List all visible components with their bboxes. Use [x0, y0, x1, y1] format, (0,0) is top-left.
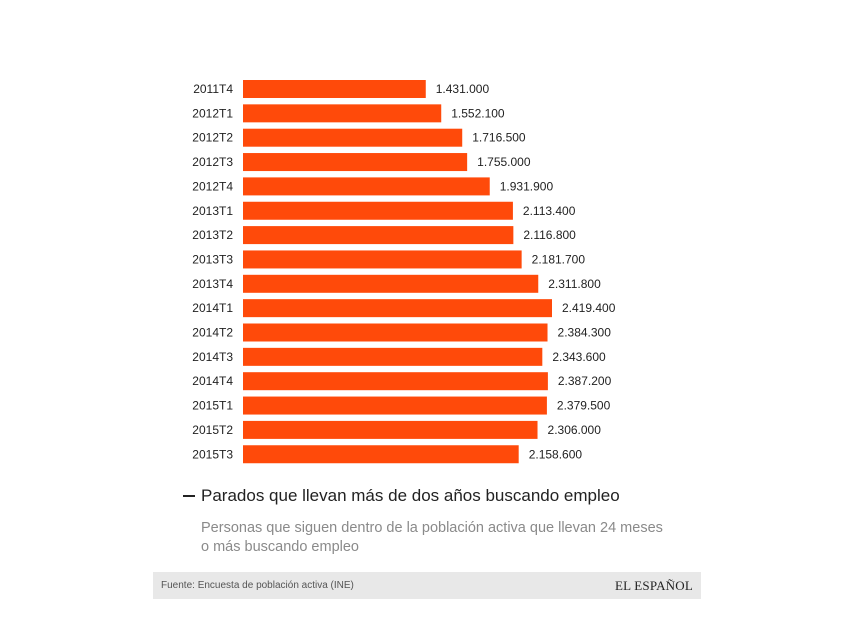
bar — [243, 274, 539, 293]
category-label: 2012T3 — [192, 155, 233, 169]
legend-label: Parados que llevan más de dos años busca… — [201, 486, 620, 505]
value-label: 2.181.700 — [532, 252, 586, 266]
bar — [243, 80, 426, 98]
bar — [243, 226, 514, 245]
bar — [243, 323, 548, 342]
legend: Parados que llevan más de dos años busca… — [183, 486, 620, 506]
category-label: 2012T2 — [192, 131, 233, 145]
value-label: 2.379.500 — [557, 399, 611, 413]
value-label: 1.755.000 — [477, 155, 531, 169]
category-label: 2012T4 — [192, 179, 233, 193]
bar — [243, 445, 519, 464]
value-label: 2.158.600 — [529, 447, 583, 461]
category-label: 2013T3 — [192, 252, 233, 266]
bar-chart: 2011T4 1.431.000 2012T1 1.552.100 2012T2 1.71… — [192, 80, 616, 464]
bar — [243, 347, 543, 366]
brand-logo: EL ESPAÑOL — [615, 577, 693, 593]
bar — [243, 420, 538, 439]
value-label: 2.311.800 — [548, 277, 601, 291]
value-label: 2.113.400 — [523, 204, 576, 218]
category-label: 2013T2 — [192, 228, 233, 242]
bar — [243, 177, 490, 196]
value-label: 2.343.600 — [552, 350, 606, 364]
bar — [243, 250, 522, 269]
bar — [243, 372, 548, 391]
footer: Fuente: Encuesta de población activa (IN… — [153, 572, 701, 599]
bar — [243, 104, 442, 123]
category-label: 2014T2 — [192, 326, 233, 340]
value-label: 2.116.800 — [523, 228, 576, 242]
category-label: 2013T4 — [192, 277, 233, 291]
source-text: Fuente: Encuesta de población activa (IN… — [161, 580, 354, 591]
value-label: 1.552.100 — [451, 106, 505, 120]
category-label: 2012T1 — [192, 106, 233, 120]
value-label: 2.384.300 — [558, 326, 612, 340]
category-label: 2011T4 — [193, 82, 233, 96]
value-label: 1.931.900 — [500, 179, 554, 193]
value-label: 2.387.200 — [558, 374, 612, 388]
category-label: 2015T1 — [192, 399, 233, 413]
value-label: 2.419.400 — [562, 301, 616, 315]
category-label: 2015T3 — [192, 447, 233, 461]
value-label: 1.431.000 — [436, 82, 490, 96]
category-label: 2013T1 — [192, 204, 233, 218]
category-label: 2015T2 — [192, 423, 233, 437]
bar — [243, 128, 463, 147]
value-label: 2.306.000 — [548, 423, 602, 437]
legend-line-swatch — [183, 495, 195, 497]
category-label: 2014T3 — [192, 350, 233, 364]
value-label: 1.716.500 — [472, 131, 526, 145]
category-label: 2014T4 — [192, 374, 233, 388]
bar — [243, 153, 468, 172]
chart-subtitle: Personas que siguen dentro de la poblaci… — [201, 520, 663, 555]
category-label: 2014T1 — [192, 301, 233, 315]
bar — [243, 299, 552, 318]
bar — [243, 396, 547, 415]
bar — [243, 201, 513, 220]
